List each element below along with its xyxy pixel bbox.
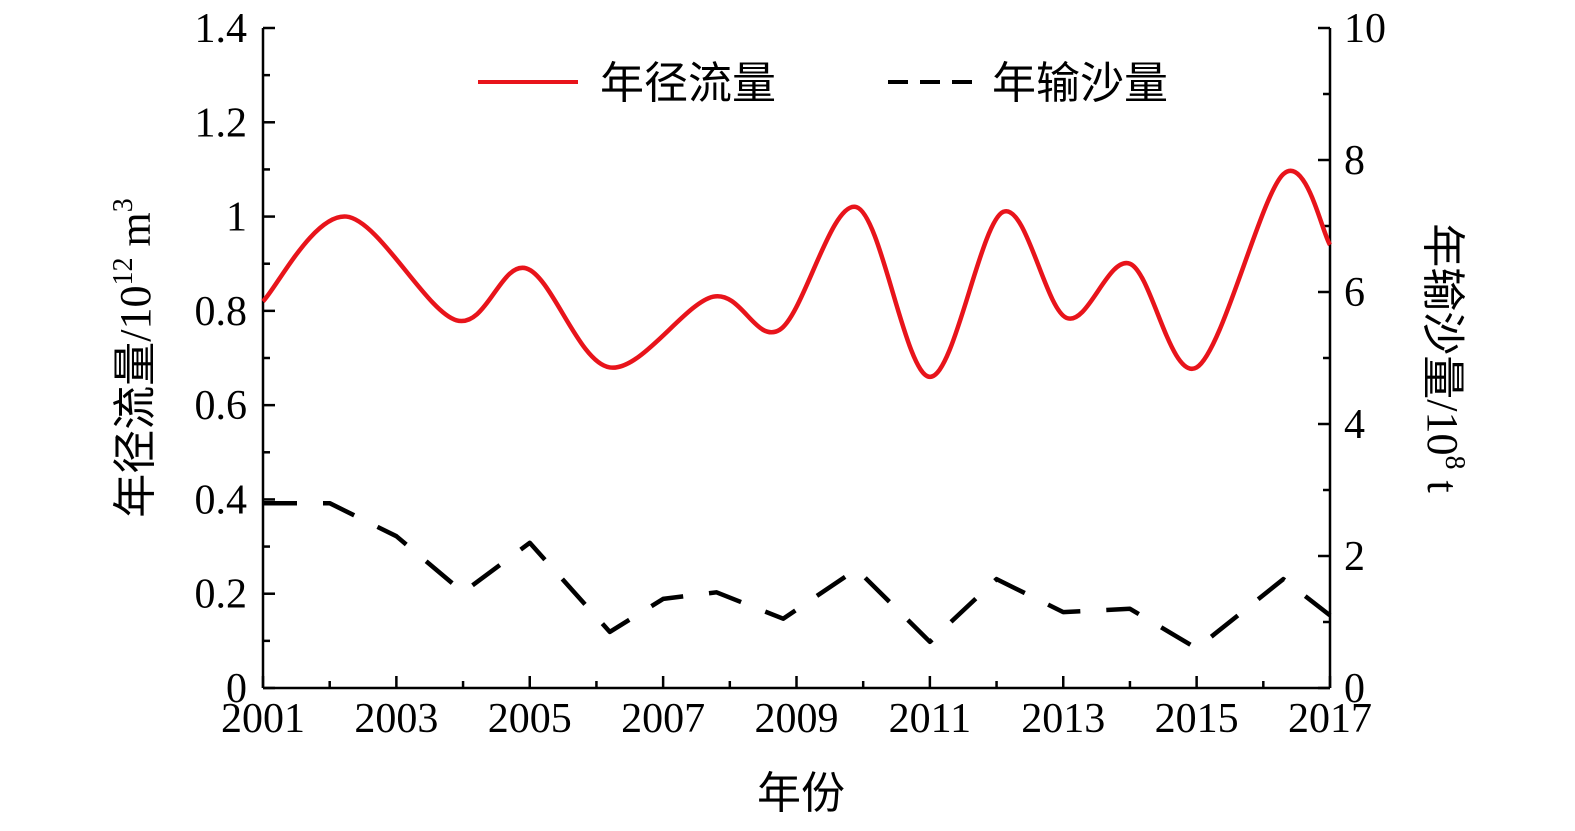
x-tick-label: 2009 [755, 696, 839, 742]
left-y-tick-label: 1 [226, 195, 247, 241]
left-y-title-unit: m [111, 212, 160, 257]
x-tick-label: 2007 [621, 696, 705, 742]
x-tick-label: 2005 [488, 696, 572, 742]
left-y-tick-label: 1.4 [195, 6, 248, 52]
x-tick-label: 2003 [354, 696, 438, 742]
right-y-tick-label: 2 [1344, 534, 1365, 580]
legend-label-runoff: 年径流量 [600, 59, 776, 108]
left-y-tick-label: 0.4 [195, 477, 248, 523]
left-y-title-text: 年径流量/10 [111, 286, 160, 518]
left-y-axis-title: 年径流量/1012 m3 [108, 198, 160, 517]
sediment-line [263, 500, 1332, 651]
right-y-tick-label: 4 [1344, 402, 1365, 448]
left-y-tick-label: 0 [226, 666, 247, 712]
left-y-tick-label: 0.8 [195, 289, 248, 335]
right-y-tick-label: 6 [1344, 270, 1365, 316]
legend-label-sediment: 年输沙量 [992, 59, 1168, 108]
axis-ticks [261, 26, 1332, 690]
x-tick-label: 2011 [889, 696, 971, 742]
left-y-tick-label: 0.6 [195, 383, 248, 429]
x-tick-label: 2015 [1155, 696, 1239, 742]
right-y-tick-label: 0 [1344, 666, 1365, 712]
right-y-title-unit: t [1418, 470, 1467, 493]
x-tick-label: 2001 [221, 696, 305, 742]
right-y-axis-title: 年输沙量/108 t [1418, 223, 1470, 492]
x-tick-label: 2017 [1288, 696, 1372, 742]
left-y-tick-label: 1.2 [195, 100, 248, 146]
left-y-title-unit-sup: 3 [108, 198, 139, 212]
right-y-tick-label: 8 [1344, 138, 1365, 184]
series-layer [261, 168, 1332, 651]
left-y-tick-label: 0.2 [195, 572, 248, 618]
x-axis-title: 年份 [757, 769, 845, 818]
left-y-title-sup: 12 [108, 258, 139, 286]
right-y-tick-label: 10 [1344, 6, 1386, 52]
right-y-title-text: 年输沙量/10 [1418, 223, 1467, 455]
plot-frame [261, 28, 1332, 690]
tick-labels: 2001 2003 2005 2007 2009 2011 2013 2015 201700.2… [195, 6, 1387, 742]
x-tick-label: 2013 [1021, 696, 1105, 742]
right-y-title-sup: 8 [1439, 456, 1470, 470]
runoff-line [261, 168, 1332, 380]
legend: 年径流量 年输沙量 [478, 59, 1168, 108]
